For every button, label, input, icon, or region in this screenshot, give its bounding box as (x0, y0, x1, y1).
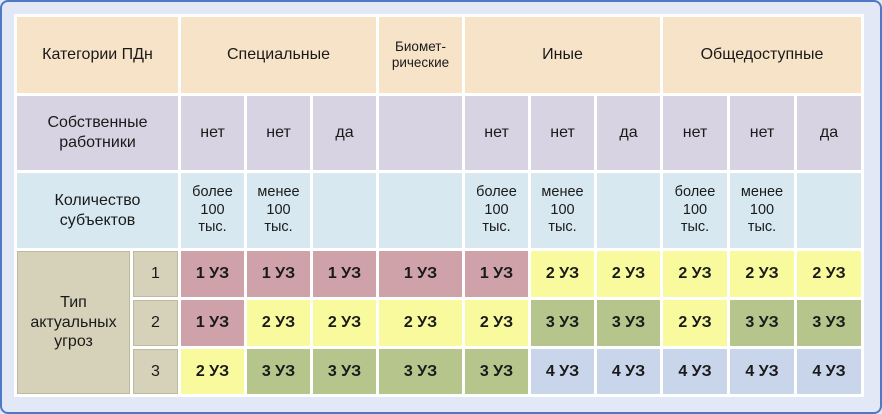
uz-cell: 3 УЗ (797, 300, 861, 346)
uz-cell: 2 УЗ (465, 300, 528, 346)
uz-cell: 3 УЗ (730, 300, 794, 346)
uz-cell: 3 УЗ (247, 349, 310, 394)
uz-cell: 3 УЗ (531, 300, 594, 346)
subjects-value (313, 173, 376, 248)
category-group-other: Иные (465, 17, 660, 93)
uz-cell: 1 УЗ (465, 251, 528, 297)
uz-cell: 2 УЗ (730, 251, 794, 297)
threat-type-number: 1 (133, 251, 178, 297)
uz-cell: 1 УЗ (379, 251, 462, 297)
employees-value (379, 96, 462, 170)
uz-cell: 4 УЗ (531, 349, 594, 394)
category-group-biometric: Биомет- рические (379, 17, 462, 93)
threat-type-2-row: 2 1 УЗ 2 УЗ 2 УЗ 2 УЗ 2 УЗ 3 УЗ 3 УЗ 2 У… (17, 300, 861, 346)
subjects-value: более 100 тыс. (465, 173, 528, 248)
employees-value: нет (465, 96, 528, 170)
uz-cell: 1 УЗ (181, 300, 244, 346)
uz-cell: 2 УЗ (531, 251, 594, 297)
employees-row: Собственные работники нет нет да нет нет… (17, 96, 861, 170)
category-group-special: Специальные (181, 17, 376, 93)
uz-cell: 4 УЗ (730, 349, 794, 394)
threat-type-1-row: Тип актуальных угроз 1 1 УЗ 1 УЗ 1 УЗ 1 … (17, 251, 861, 394)
subjects-value (379, 173, 462, 248)
employees-value: нет (247, 96, 310, 170)
threats-row-label: Тип актуальных угроз (17, 251, 130, 394)
header-row: Категории ПДн Специальные Биомет- рическ… (17, 17, 861, 93)
subjects-row-label: Количество субъектов (17, 173, 178, 248)
subjects-value: менее 100 тыс. (531, 173, 594, 248)
uz-cell: 2 УЗ (597, 251, 660, 297)
uz-cell: 1 УЗ (181, 251, 244, 297)
employees-value: нет (531, 96, 594, 170)
subjects-value: более 100 тыс. (663, 173, 727, 248)
employees-value: нет (181, 96, 244, 170)
threat-type-3-row: 3 2 УЗ 3 УЗ 3 УЗ 3 УЗ 3 УЗ 4 УЗ 4 УЗ 4 У… (17, 349, 861, 394)
category-group-public: Общедоступные (663, 17, 861, 93)
uz-cell: 1 УЗ (247, 251, 310, 297)
employees-value: да (313, 96, 376, 170)
uz-cell: 3 УЗ (465, 349, 528, 394)
uz-cell: 1 УЗ (313, 251, 376, 297)
uz-cell: 2 УЗ (379, 300, 462, 346)
subjects-value: менее 100 тыс. (247, 173, 310, 248)
employees-value: нет (730, 96, 794, 170)
uz-cell: 3 УЗ (313, 349, 376, 394)
uz-cell: 4 УЗ (663, 349, 727, 394)
uz-cell: 2 УЗ (663, 251, 727, 297)
uz-cell: 2 УЗ (663, 300, 727, 346)
subjects-value: более 100 тыс. (181, 173, 244, 248)
uz-cell: 4 УЗ (597, 349, 660, 394)
protection-levels-table: Категории ПДн Специальные Биомет- рическ… (14, 14, 864, 397)
threat-type-number: 3 (133, 349, 178, 394)
uz-cell: 3 УЗ (379, 349, 462, 394)
threat-type-number: 2 (133, 300, 178, 346)
uz-cell: 3 УЗ (597, 300, 660, 346)
uz-cell: 2 УЗ (797, 251, 861, 297)
employees-value: да (597, 96, 660, 170)
uz-cell: 2 УЗ (313, 300, 376, 346)
subjects-value (797, 173, 861, 248)
subjects-row: Количество субъектов более 100 тыс. мене… (17, 173, 861, 248)
employees-row-label: Собственные работники (17, 96, 178, 170)
employees-value: да (797, 96, 861, 170)
corner-header: Категории ПДн (17, 17, 178, 93)
subjects-value (597, 173, 660, 248)
uz-cell: 4 УЗ (797, 349, 861, 394)
uz-cell: 2 УЗ (181, 349, 244, 394)
subjects-value: менее 100 тыс. (730, 173, 794, 248)
employees-value: нет (663, 96, 727, 170)
uz-cell: 2 УЗ (247, 300, 310, 346)
